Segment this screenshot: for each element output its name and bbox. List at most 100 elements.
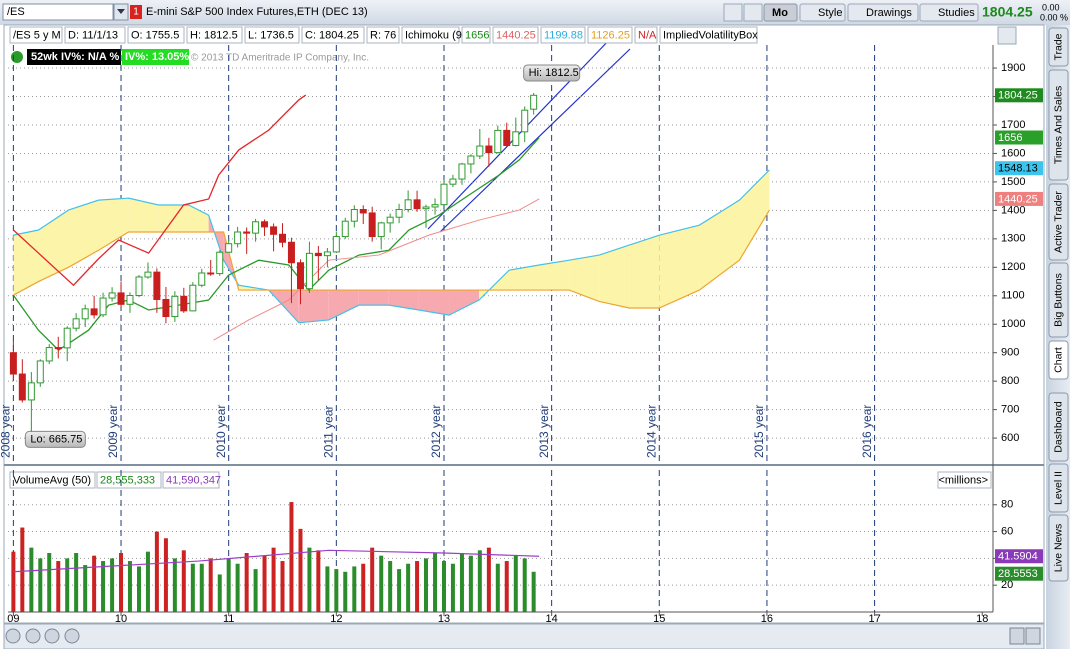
year-label: 2008 year: [0, 405, 13, 458]
candle-body: [36, 360, 44, 384]
last-price: 1804.25: [982, 4, 1033, 20]
price-marker-label: 28.5553: [998, 568, 1038, 580]
cloud-segment: [599, 245, 630, 309]
y-tick-label: 600: [1001, 432, 1019, 444]
sidebar-tab-label: Trade: [1052, 33, 1064, 60]
header-box: [540, 26, 586, 44]
volume-bar: [110, 558, 115, 612]
header-box: [461, 26, 491, 44]
volume-bar: [307, 547, 312, 612]
cloud-segment: [418, 290, 450, 316]
tool-button[interactable]: [723, 3, 743, 22]
cloud-segment: [68, 200, 99, 268]
channel-line[interactable]: [427, 36, 613, 230]
candle-body: [350, 209, 358, 222]
sidebar-tab[interactable]: [1048, 183, 1069, 261]
volume-bar: [379, 555, 384, 612]
volume-bar: [101, 561, 106, 612]
period-button[interactable]: [763, 3, 798, 22]
iv-badge: [122, 49, 189, 65]
y-tick-label: 1500: [1001, 176, 1025, 188]
volume-bar: [504, 561, 509, 612]
iv-icon[interactable]: [11, 51, 23, 63]
candle-body: [494, 129, 502, 154]
candle-body: [261, 221, 269, 228]
indicator-line: [12, 137, 540, 351]
chart-settings[interactable]: [997, 26, 1017, 45]
candle-body: [108, 292, 116, 299]
sidebar-tab[interactable]: [1048, 27, 1069, 67]
volume-bar: [388, 561, 393, 612]
period-label: Mo: [772, 7, 788, 19]
volume-bar: [226, 558, 231, 612]
volume-bar: [235, 563, 240, 612]
scroll-right[interactable]: [1025, 627, 1041, 645]
volume-bar: [137, 566, 142, 612]
channel-line[interactable]: [439, 48, 631, 233]
link-badge[interactable]: [130, 5, 142, 19]
header-box: [9, 26, 63, 44]
pan-button[interactable]: [5, 628, 21, 644]
header-box: [127, 26, 185, 44]
sidebar-tab[interactable]: [1048, 392, 1069, 462]
volume-bar: [47, 553, 52, 612]
volume-bar: [343, 571, 348, 612]
volume-bar: [352, 566, 357, 612]
change-pct: 0.00 %: [1040, 12, 1068, 22]
y-tick-label: 80: [1001, 499, 1013, 511]
sidebar-tab[interactable]: [1048, 463, 1069, 513]
candle-body: [314, 252, 322, 257]
sidebar-tab[interactable]: [1048, 69, 1069, 181]
studies-button[interactable]: [919, 3, 979, 22]
y-tick-label: 800: [1001, 375, 1019, 387]
scroll-left[interactable]: [1009, 627, 1025, 645]
y-tick-label: 1100: [1001, 290, 1025, 302]
reset-button[interactable]: [64, 628, 80, 644]
tool-button[interactable]: [743, 3, 763, 22]
x-tick-label: 18: [976, 613, 988, 625]
y-tick-label: 60: [1001, 525, 1013, 537]
volume-bar: [289, 502, 294, 612]
change: 0.00: [1042, 2, 1060, 12]
zoom-in-button[interactable]: [25, 628, 41, 644]
cloud-segment: [328, 290, 359, 320]
volume-stat: 41,590,347: [166, 474, 221, 486]
sidebar-tab[interactable]: [1048, 514, 1069, 582]
sidebar-tab[interactable]: [1048, 340, 1069, 380]
volume-bar: [271, 547, 276, 612]
volume-bar: [190, 563, 195, 612]
link-number: 1: [133, 7, 139, 18]
symbol-input[interactable]: [2, 3, 114, 21]
volume-bar: [468, 555, 473, 612]
candle-body: [99, 297, 107, 316]
hi-annotation: Hi: 1812.5: [529, 67, 579, 79]
volume-bar: [531, 571, 536, 612]
candle-body: [18, 373, 26, 401]
header-item: 1656: [465, 29, 489, 41]
candle-body: [422, 206, 430, 210]
volume-bar: [38, 558, 43, 612]
drawings-button[interactable]: [847, 3, 919, 22]
volume-bar: [459, 553, 464, 612]
cloud-segment: [188, 204, 209, 233]
volume-bar: [208, 558, 213, 612]
lo-annotation: Lo: 665.75: [30, 433, 82, 445]
drawings-label: Drawings: [866, 7, 912, 19]
price-marker-label: 1440.25: [998, 193, 1038, 205]
header-item: /ES 5 y M: [13, 29, 61, 41]
volume-bar: [92, 555, 97, 612]
year-label: 2011 year: [322, 406, 336, 458]
span-b-line: [13, 209, 770, 309]
copyright: © 2013 TD Ameritrade IP Company, Inc.: [191, 53, 369, 64]
candle-body: [153, 271, 161, 300]
zoom-out-button[interactable]: [44, 628, 60, 644]
unit-label: <millions>: [938, 474, 988, 486]
sidebar-tab[interactable]: [1048, 262, 1069, 338]
volume-bar: [486, 547, 491, 612]
x-tick-label: 17: [868, 613, 880, 625]
style-button[interactable]: [799, 3, 846, 22]
volume-bar: [406, 563, 411, 612]
header-box: [64, 26, 126, 44]
candle-body: [503, 129, 511, 146]
